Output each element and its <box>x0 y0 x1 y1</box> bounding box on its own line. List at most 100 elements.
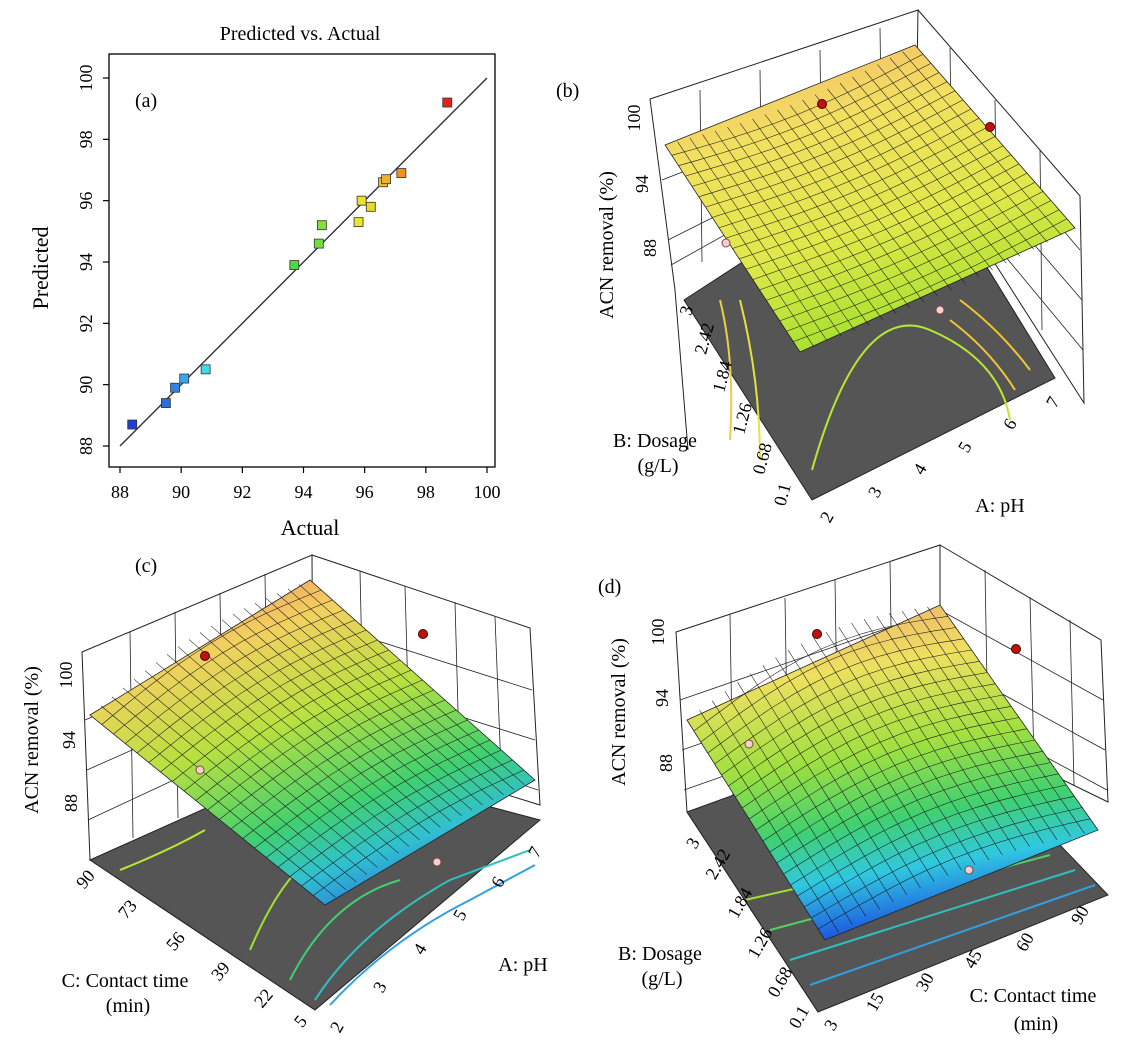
y-tick-label: 98 <box>76 130 96 148</box>
data-point <box>353 217 364 228</box>
mesh-line <box>207 679 423 811</box>
panel-d-design-point <box>964 865 974 875</box>
mesh-line <box>172 649 389 782</box>
mesh-line <box>739 145 1004 260</box>
panel-a-points <box>127 97 453 430</box>
x-tick-label: 100 <box>474 482 501 502</box>
panel-d-ztick: 88 <box>656 754 676 772</box>
mesh-line <box>254 719 468 849</box>
data-point <box>396 168 407 178</box>
panel-d-ztick: 100 <box>648 619 668 646</box>
svg-text:2.42: 2.42 <box>690 321 717 357</box>
mesh-line <box>721 661 980 776</box>
mesh-line <box>779 200 1052 322</box>
panel-d-surface-mesh <box>693 606 1091 933</box>
panel-c-ylabel-line1: C: Contact time <box>62 970 189 992</box>
panel-d-design-point <box>744 739 754 749</box>
panel-b-left-edge <box>674 289 689 451</box>
y-tick-label: 92 <box>76 314 96 332</box>
panel-c-design-point <box>418 629 428 639</box>
mesh-line <box>811 807 1083 919</box>
y-tick-label: 94 <box>76 253 96 271</box>
mesh-line <box>678 63 932 166</box>
panel-b-design-point <box>985 122 995 132</box>
mesh-line <box>769 739 1035 853</box>
svg-text:0.1: 0.1 <box>770 481 795 508</box>
panel-b-ylabel-line2: (g/L) <box>637 455 678 477</box>
mesh-line <box>301 759 513 887</box>
panel-d-ylabel-line2: (g/L) <box>641 968 682 990</box>
mesh-line <box>691 81 948 187</box>
mesh-line <box>748 706 1012 820</box>
mesh-line <box>313 769 524 896</box>
data-point <box>365 201 376 212</box>
y-tick-label: 96 <box>76 192 96 210</box>
mesh-line <box>797 784 1067 897</box>
svg-text:5: 5 <box>449 906 471 924</box>
panel-b-ztick: 94 <box>632 175 652 193</box>
data-point <box>160 398 171 408</box>
data-point <box>316 220 327 231</box>
panel-c-surface-mesh <box>100 584 525 898</box>
panel-c-label: (c) <box>135 555 157 577</box>
panel-b-ztick: 100 <box>624 105 644 132</box>
mesh-line <box>786 209 1060 332</box>
panel-d-zlabel: ACN removal (%) <box>608 638 630 786</box>
mesh-line <box>714 649 972 765</box>
panel-d-design-point <box>1011 644 1021 654</box>
svg-text:5: 5 <box>954 438 976 456</box>
panel-d-label: (d) <box>598 576 621 598</box>
panel-d-ylabel-line1: B: Dosage <box>618 943 702 965</box>
panel-b-label: (b) <box>556 80 579 102</box>
mesh-line <box>671 53 924 156</box>
mesh-line <box>718 117 980 229</box>
data-point <box>127 419 138 430</box>
panel-b: (b) 100 94 88 ACN removal (%) <box>556 9 1085 526</box>
panel-b-design-point <box>935 305 945 315</box>
panel-c-ztick: 88 <box>61 794 81 812</box>
mesh-line <box>745 154 1012 270</box>
svg-text:7: 7 <box>524 843 546 861</box>
mesh-line <box>242 709 457 839</box>
panel-b-design-point <box>721 238 731 248</box>
panel-d: (d) 100 94 88 ACN removal (%) 0.1 0.68 <box>598 544 1109 1035</box>
mesh-line <box>693 616 948 732</box>
y-tick-label: 100 <box>76 65 96 92</box>
panel-c-surface <box>89 579 536 906</box>
panel-a-y-ticks: 88 90 92 94 96 98 100 <box>76 65 109 455</box>
mesh-line <box>790 773 1059 886</box>
panel-d-xlabel-line2: (min) <box>1014 1013 1058 1035</box>
mesh-line <box>735 683 996 798</box>
svg-text:0.1: 0.1 <box>785 1002 814 1031</box>
svg-text:90: 90 <box>72 866 99 893</box>
svg-text:1.26: 1.26 <box>728 401 755 437</box>
panel-b-surface-mesh <box>671 51 1068 347</box>
panel-b-contours <box>719 299 1031 471</box>
mesh-line <box>755 717 1020 831</box>
panel-c-ztick: 100 <box>56 662 76 689</box>
mesh-line <box>705 99 964 208</box>
svg-text:0.68: 0.68 <box>748 441 775 477</box>
panel-d-design-point <box>812 629 822 639</box>
svg-text:60: 60 <box>1012 929 1038 955</box>
data-point <box>442 97 453 108</box>
panel-d-ztick: 94 <box>652 689 672 707</box>
panel-a-label: (a) <box>135 90 157 112</box>
mesh-line <box>762 728 1027 842</box>
mesh-line <box>183 659 401 792</box>
mesh-line <box>266 729 479 858</box>
mesh-line <box>725 127 988 239</box>
panel-a-xlabel: Actual <box>281 515 340 540</box>
x-tick-label: 90 <box>172 482 190 502</box>
data-point <box>200 364 211 375</box>
panel-b-ylabel-line1: B: Dosage <box>613 430 697 452</box>
mesh-line <box>101 589 322 725</box>
y-tick-label: 88 <box>76 437 96 455</box>
x-tick-label: 92 <box>233 482 251 502</box>
svg-text:2: 2 <box>326 1018 348 1036</box>
panel-c: (c) 100 94 88 ACN removal (%) 90 <box>21 554 548 1036</box>
panel-c-ylabel-line2: (min) <box>106 995 150 1017</box>
panel-a-x-ticks: 88 90 92 94 96 98 100 <box>111 467 501 502</box>
x-tick-label: 88 <box>111 482 129 502</box>
